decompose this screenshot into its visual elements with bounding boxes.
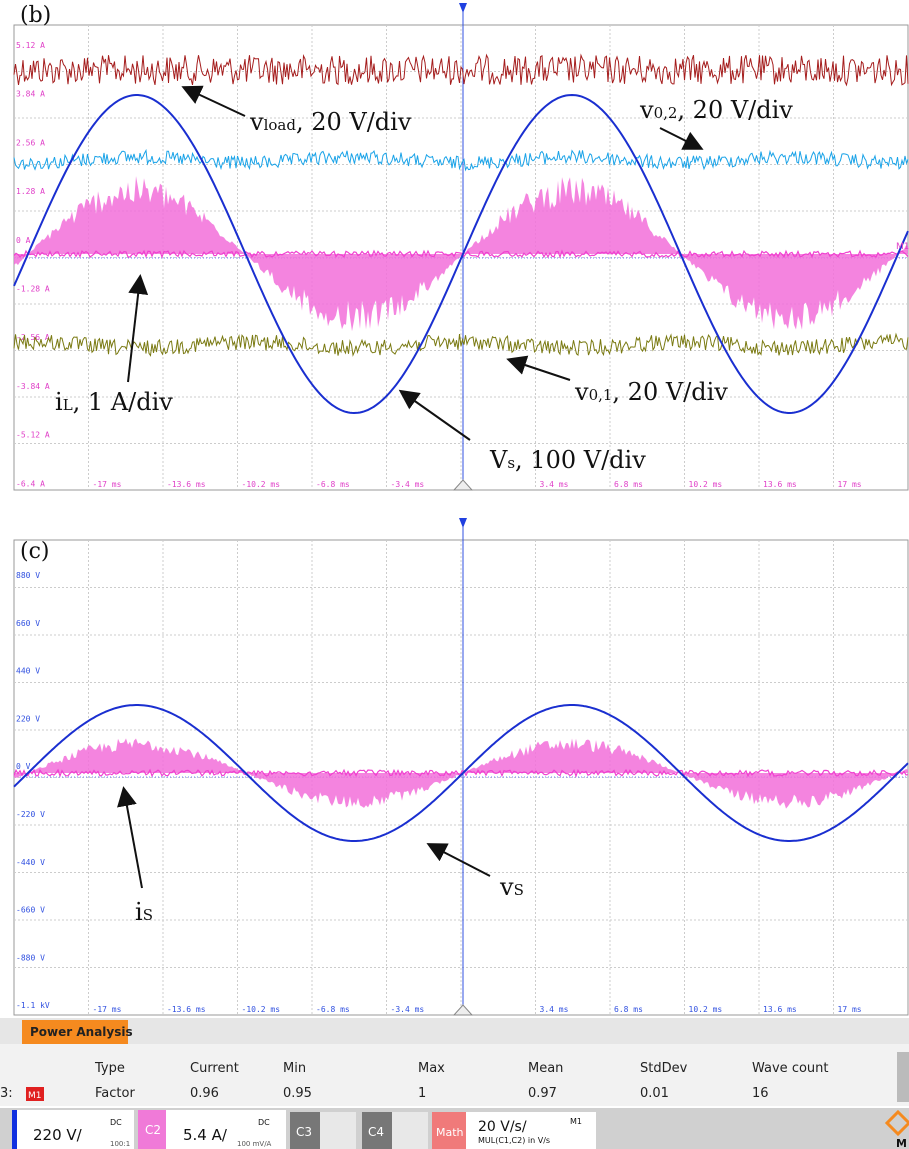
x-tick-label: -17 ms (93, 1005, 122, 1014)
y-tick-label: 3.84 A (16, 90, 45, 99)
x-tick-label: -17 ms (93, 480, 122, 489)
x-tick-label: 10.2 ms (689, 1005, 723, 1014)
y-tick-label: -1.28 A (16, 285, 50, 294)
coupling: DC (110, 1118, 122, 1127)
source-label: M1 (28, 1091, 42, 1101)
y-tick-label: 440 V (16, 667, 40, 676)
x-tick-label: -3.4 ms (391, 1005, 425, 1014)
cell: 1 (418, 1086, 426, 1101)
panel-label: (c) (20, 539, 50, 564)
y-tick-label: 0 V (16, 762, 31, 771)
channel-scale: 20 V/s/ (478, 1119, 527, 1135)
x-tick-label: 10.2 ms (689, 480, 723, 489)
x-tick-label: 6.8 ms (614, 480, 643, 489)
y-tick-label: 2.56 A (16, 138, 45, 147)
y-tick-label: -1.1 kV (16, 1001, 50, 1010)
cell: Factor (95, 1086, 135, 1101)
column-header: Mean (528, 1061, 563, 1076)
channel-color (12, 1110, 17, 1149)
channel-scale: 220 V/ (33, 1126, 83, 1144)
channel-name: C2 (145, 1123, 161, 1137)
measurement-panel: Power Analysis Type Current Min Max Mean StdD… (0, 1018, 909, 1106)
panel-c: 880 V 660 V 440 V 220 V 0 V -220 V -440 V -660 … (14, 518, 908, 1015)
channel-name: C3 (296, 1125, 312, 1139)
x-tick-label: -6.8 ms (316, 480, 350, 489)
channel-box[interactable] (320, 1112, 356, 1149)
column-header: Max (418, 1061, 445, 1076)
y-tick-label: -3.84 A (16, 382, 50, 391)
tab-bar (0, 1018, 909, 1044)
y-tick-label: -220 V (16, 810, 45, 819)
corner-label: M (896, 1137, 907, 1149)
y-tick-label: -880 V (16, 953, 45, 962)
marker-label: M1 (896, 242, 909, 252)
x-tick-label: -13.6 ms (167, 1005, 206, 1014)
row-prefix: 3: (0, 1086, 13, 1101)
coupling: DC (258, 1118, 270, 1127)
channel-name: C4 (368, 1125, 384, 1139)
trigger-marker (459, 518, 467, 528)
x-tick-label: 17 ms (838, 1005, 862, 1014)
column-header: Type (94, 1061, 125, 1076)
column-header: StdDev (640, 1061, 688, 1076)
cell: 16 (752, 1086, 769, 1101)
cell: 0.95 (283, 1086, 312, 1101)
column-header: Current (190, 1061, 239, 1076)
ratio: 100:1 (110, 1140, 130, 1148)
channel-scale: 5.4 A/ (183, 1126, 228, 1144)
x-tick-label: -10.2 ms (242, 480, 281, 489)
x-tick-label: -6.8 ms (316, 1005, 350, 1014)
x-tick-label: 13.6 ms (763, 1005, 797, 1014)
y-tick-label: 5.12 A (16, 41, 45, 50)
x-tick-label: 13.6 ms (763, 480, 797, 489)
y-tick-label: -6.4 A (16, 479, 45, 488)
x-tick-label: 3.4 ms (540, 1005, 569, 1014)
y-tick-label: 0 A (16, 236, 31, 245)
annotation: iL, 1 A/div (55, 388, 173, 416)
column-header: Min (283, 1061, 306, 1076)
y-tick-label: 660 V (16, 619, 40, 628)
panel-label: (b) (20, 3, 51, 28)
tab-label: Power Analysis (30, 1025, 133, 1039)
y-tick-label: -5.12 A (16, 431, 50, 440)
y-tick-label: 1.28 A (16, 187, 45, 196)
channel-name: Math (436, 1126, 464, 1139)
y-tick-label: 880 V (16, 571, 40, 580)
x-tick-label: -10.2 ms (242, 1005, 281, 1014)
scrollbar[interactable] (897, 1052, 909, 1102)
cell: 0.96 (190, 1086, 219, 1101)
page: 5.12 A3.84 A2.56 A1.28 A0 A-1.28 A-2.56 … (0, 0, 909, 1149)
cell: 0.97 (528, 1086, 557, 1101)
ratio: 100 mV/A (237, 1140, 272, 1148)
column-header: Wave count (752, 1061, 829, 1076)
trigger-marker (459, 3, 467, 13)
y-tick-label: -660 V (16, 906, 45, 915)
x-tick-label: -3.4 ms (391, 480, 425, 489)
math-formula: MUL(C1,C2) in V/s (478, 1136, 550, 1145)
x-tick-label: 6.8 ms (614, 1005, 643, 1014)
cell: 0.01 (640, 1086, 669, 1101)
x-tick-label: -13.6 ms (167, 480, 206, 489)
math-ref: M1 (570, 1117, 582, 1126)
x-tick-label: 17 ms (838, 480, 862, 489)
y-tick-label: -440 V (16, 858, 45, 867)
status-bar: 220 V/ DC 100:1 C2 5.4 A/ DC 100 mV/A C3… (0, 1108, 909, 1149)
panel-b: 5.12 A3.84 A2.56 A1.28 A0 A-1.28 A-2.56 … (14, 3, 909, 490)
y-tick-label: 220 V (16, 714, 40, 723)
x-tick-label: 3.4 ms (540, 480, 569, 489)
channel-box[interactable] (392, 1112, 428, 1149)
